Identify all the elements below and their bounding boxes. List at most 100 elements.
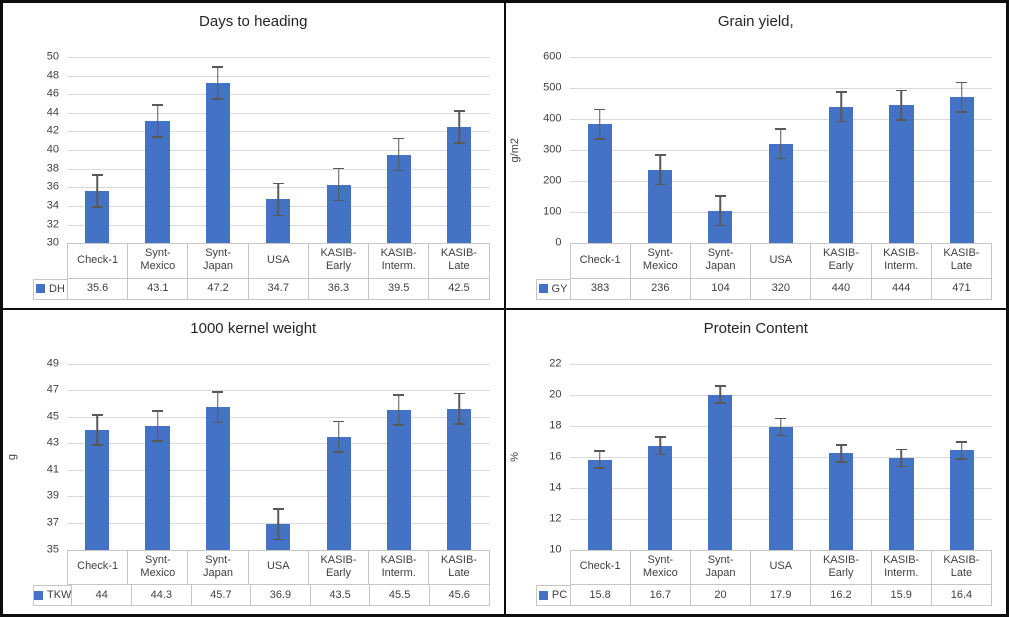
y-tick-label: 44 [46, 106, 59, 119]
error-bar-bottom-cap [453, 423, 465, 425]
chart-panel-days-to-heading: Days to heading 50 48 46 44 42 40 38 36 34 32 30 C… [2, 2, 505, 309]
category-label: KASIB- Late [428, 244, 490, 278]
error-bar [835, 91, 847, 123]
error-bar-stem [659, 154, 661, 186]
plot-region: % 22 20 18 16 14 12 10 [506, 342, 1007, 555]
category-label: USA [247, 244, 308, 278]
value-cell: 320 [750, 278, 810, 299]
bar-usa [768, 427, 793, 550]
plot-right-padding [992, 364, 1006, 550]
plot-area [67, 363, 490, 550]
error-bar-bottom-cap [835, 120, 847, 123]
value-cell: 15.9 [870, 585, 931, 605]
error-bar-bottom-cap [453, 142, 465, 144]
error-bar-bottom-cap [152, 136, 164, 138]
error-bar-bottom-cap [91, 444, 103, 446]
error-bar [594, 108, 606, 140]
bar-synt-mexico [145, 426, 170, 550]
bar-kasib-early [829, 106, 854, 244]
value-cell: 35.6 [67, 278, 127, 299]
error-bar-stem [840, 444, 842, 463]
error-bar [956, 441, 968, 460]
category-label: Synt- Japan [689, 550, 750, 584]
error-bar-bottom-cap [393, 169, 405, 172]
series-swatch-icon [538, 284, 548, 293]
plot-right-padding [490, 57, 504, 243]
value-cell: 45.7 [190, 585, 251, 605]
error-bar-stem [277, 182, 279, 217]
value-cell: 45.6 [428, 585, 490, 605]
gridline [569, 57, 992, 58]
y-tick-label: 41 [46, 463, 59, 476]
y-axis-ticks: 49 47 45 43 41 39 37 35 [21, 358, 67, 555]
category-label: Synt- Mexico [127, 550, 187, 584]
gridline [569, 363, 992, 365]
error-bar-stem [961, 81, 963, 113]
gridline [67, 443, 490, 445]
y-tick-label: 600 [543, 50, 562, 63]
data-table: Check-1 Synt- Mexico Synt- Japan USA KASIB- … [3, 549, 504, 606]
legend-key: TKW [47, 589, 72, 601]
error-bar [654, 154, 666, 186]
error-bar [212, 66, 224, 100]
category-label: KASIB- Late [930, 550, 993, 584]
chart-title: 1000 kernel weight [190, 319, 317, 337]
value-cell: 47.2 [187, 278, 247, 299]
error-bar-stem [900, 448, 903, 468]
bar-kasib-late [447, 408, 472, 550]
error-bar [654, 436, 666, 455]
y-tick-label: 0 [555, 236, 562, 249]
category-label: KASIB- Early [810, 550, 870, 584]
category-label: KASIB- Early [307, 550, 368, 584]
error-bar-stem [217, 391, 219, 424]
category-label: KASIB- Late [428, 550, 490, 584]
value-cell: 383 [569, 278, 630, 299]
y-tick-label: 39 [46, 489, 59, 502]
error-bar-stem [96, 174, 98, 208]
value-row: PC 15.8 16.7 20 17.9 16.2 15.9 16.4 [535, 585, 993, 606]
gridline [67, 94, 490, 96]
y-tick-label: 38 [46, 162, 59, 175]
value-cell: 104 [689, 278, 750, 299]
y-tick-label: 47 [46, 383, 59, 396]
error-bar-stem [840, 91, 842, 123]
bar-kasib-interm- [889, 105, 914, 244]
value-row: TKW 44 44.3 45.7 36.9 43.5 45.5 45.6 [33, 585, 490, 606]
category-label: KASIB- Interm. [870, 550, 931, 584]
value-row: DH 35.6 43.1 47.2 34.7 36.3 39.5 42.5 [33, 278, 490, 300]
category-row: Check-1 Synt- Mexico Synt- Japan USA KASIB- … [67, 549, 490, 585]
error-bar-bottom-cap [775, 157, 787, 160]
error-bar [594, 450, 606, 469]
plot-area [67, 57, 490, 244]
gridline [67, 363, 490, 365]
error-bar [775, 417, 787, 437]
y-tick-label: 30 [46, 236, 59, 249]
y-tick-label: 18 [549, 419, 562, 432]
gridline [67, 75, 490, 77]
chart-title: Days to heading [199, 13, 308, 30]
y-tick-label: 500 [543, 81, 562, 94]
y-tick-label: 49 [46, 357, 59, 369]
legend-key: DH [49, 282, 65, 295]
chart-panel-grain-yield: Grain yield, g/m2 600 500 400 300 200 100 0 Ch… [504, 2, 1007, 309]
y-axis-label: g [6, 453, 18, 460]
value-cell: 20 [689, 585, 750, 605]
y-axis-ticks: 22 20 18 16 14 12 10 [524, 358, 570, 555]
category-label: KASIB- Late [930, 244, 993, 278]
bar-check-1 [587, 459, 612, 550]
error-bar-bottom-cap [594, 467, 606, 469]
error-bar-stem [337, 420, 340, 453]
y-tick-label: 46 [46, 87, 59, 100]
error-bar-stem [900, 89, 903, 121]
category-label: KASIB- Interm. [368, 550, 428, 584]
y-axis-label-column [3, 57, 21, 243]
y-tick-label: 400 [543, 112, 562, 125]
y-tick-label: 34 [46, 199, 59, 212]
gridline [569, 119, 992, 121]
gridline [67, 416, 490, 418]
y-tick-label: 300 [543, 143, 562, 156]
error-bar-stem [458, 392, 461, 425]
data-table: Check-1 Synt- Mexico Synt- Japan USA KASIB- … [506, 549, 1007, 606]
error-bar-bottom-cap [212, 421, 224, 424]
